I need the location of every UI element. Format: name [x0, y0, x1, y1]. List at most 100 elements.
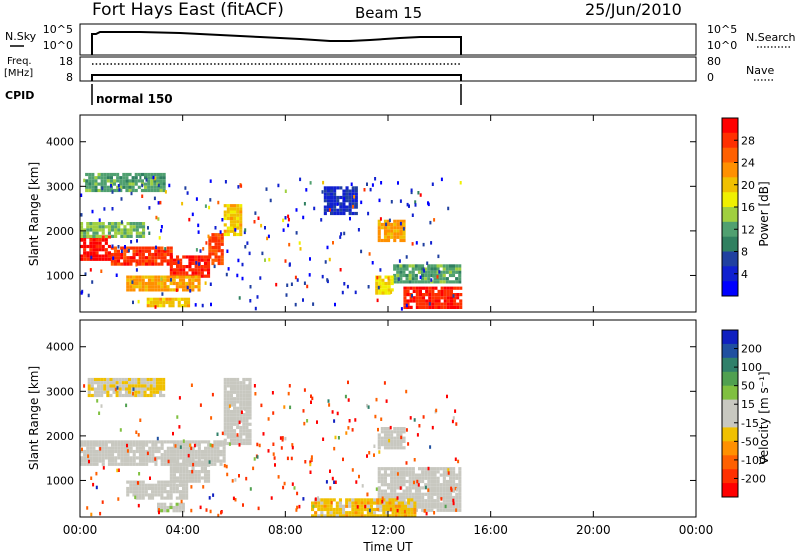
- x-tick-label: 12:00: [371, 523, 406, 537]
- data-cell: [248, 438, 252, 442]
- data-cell: [214, 252, 218, 256]
- data-cell: [311, 507, 315, 512]
- noise-cell: [98, 411, 101, 415]
- data-cell: [191, 268, 195, 272]
- noise-cell: [334, 480, 337, 484]
- data-cell: [314, 501, 318, 505]
- data-cell: [138, 480, 142, 484]
- data-cell: [405, 486, 409, 490]
- data-cell: [145, 449, 149, 454]
- data-cell: [200, 255, 204, 259]
- data-cell: [433, 273, 437, 278]
- noise-cell: [223, 463, 226, 468]
- noise-cell: [309, 470, 312, 474]
- data-cell: [453, 296, 457, 300]
- data-cell: [98, 238, 102, 242]
- data-cell: [402, 264, 406, 268]
- data-cell: [414, 273, 418, 278]
- data-cell: [132, 225, 136, 229]
- data-cell: [92, 449, 96, 454]
- data-cell: [211, 261, 215, 266]
- data-cell: [191, 473, 195, 477]
- data-cell: [239, 397, 243, 401]
- data-cell: [151, 443, 155, 447]
- noise-cell: [308, 273, 311, 277]
- data-cell: [200, 274, 204, 278]
- data-cell: [141, 259, 145, 263]
- noise-cell: [284, 216, 287, 220]
- data-cell: [411, 270, 415, 274]
- data-cell: [92, 238, 96, 242]
- data-cell: [381, 285, 385, 289]
- data-cell: [425, 299, 429, 303]
- data-cell: [394, 514, 398, 518]
- noise-cell: [437, 254, 440, 259]
- data-cell: [326, 186, 330, 190]
- data-cell: [459, 302, 463, 306]
- data-cell: [185, 265, 189, 269]
- noise-cell: [399, 221, 402, 226]
- data-cell: [229, 422, 233, 426]
- data-cell: [197, 258, 201, 262]
- data-cell: [111, 449, 115, 454]
- noise-cell: [270, 496, 273, 500]
- data-cell: [138, 462, 142, 466]
- data-cell: [453, 286, 457, 290]
- data-cell: [439, 280, 443, 284]
- data-cell: [95, 222, 99, 226]
- data-cell: [452, 280, 456, 284]
- noise-cell: [353, 195, 356, 199]
- data-cell: [414, 483, 418, 487]
- data-cell: [449, 473, 453, 477]
- data-cell: [114, 234, 118, 238]
- noise-cell: [409, 416, 412, 420]
- data-cell: [166, 462, 170, 466]
- data-cell: [421, 495, 425, 500]
- data-cell: [239, 409, 243, 414]
- noise-cell: [176, 415, 179, 419]
- data-cell: [129, 486, 133, 491]
- data-cell: [414, 492, 418, 496]
- noise-cell: [283, 481, 286, 486]
- data-cell: [233, 377, 237, 382]
- data-cell: [393, 467, 397, 471]
- data-cell: [188, 275, 192, 279]
- data-cell: [443, 289, 447, 293]
- noise-cell: [214, 226, 217, 230]
- data-cell: [437, 289, 441, 293]
- data-cell: [229, 226, 233, 230]
- noise-cell: [433, 511, 436, 515]
- data-cell: [376, 498, 380, 502]
- data-cell: [223, 419, 227, 423]
- data-cell: [172, 490, 176, 494]
- y-tick-label: 2000: [46, 430, 74, 443]
- data-cell: [113, 256, 117, 260]
- data-cell: [242, 429, 246, 433]
- data-cell: [207, 271, 211, 275]
- data-cell: [157, 278, 161, 282]
- nsearch-label: N.Search: [746, 31, 796, 44]
- data-cell: [223, 400, 227, 404]
- data-cell: [173, 456, 177, 460]
- data-cell: [207, 446, 211, 450]
- data-cell: [123, 259, 127, 263]
- colorbar-swatch: [722, 221, 738, 237]
- data-cell: [172, 271, 176, 275]
- data-cell: [248, 390, 252, 394]
- data-cell: [223, 210, 227, 214]
- data-cell: [159, 188, 163, 193]
- data-cell: [242, 397, 246, 401]
- data-cell: [399, 499, 403, 503]
- data-cell: [172, 288, 176, 292]
- data-cell: [191, 255, 195, 259]
- data-cell: [118, 393, 122, 398]
- data-cell: [80, 225, 84, 229]
- data-cell: [86, 459, 90, 463]
- data-cell: [396, 280, 400, 284]
- data-cell: [390, 281, 394, 286]
- data-cell: [166, 480, 170, 484]
- data-cell: [354, 511, 358, 515]
- data-cell: [445, 502, 449, 506]
- data-cell: [402, 446, 406, 450]
- data-cell: [442, 495, 446, 500]
